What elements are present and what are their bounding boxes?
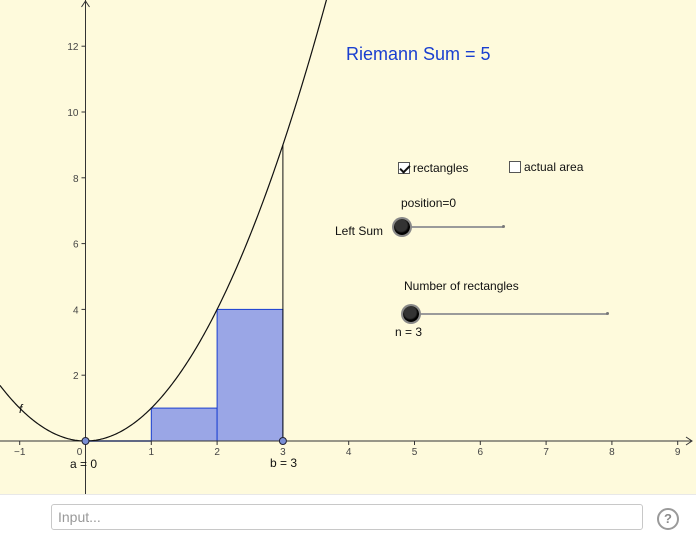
- slider-end-point: [606, 312, 609, 315]
- riemann-sum-title: Riemann Sum = 5: [346, 44, 491, 64]
- help-icon[interactable]: ?: [657, 508, 679, 530]
- x-tick-label: 6: [478, 447, 484, 458]
- riemann-rectangle-3: [216, 308, 284, 442]
- rectangles-checkbox[interactable]: rectangles: [398, 161, 468, 175]
- point-a[interactable]: [81, 437, 90, 445]
- input-bar: [0, 494, 696, 541]
- rectangles-checkbox-label: rectangles: [413, 161, 469, 175]
- actual-area-checkbox-label: actual area: [524, 160, 584, 174]
- y-tick-label: 12: [67, 42, 79, 53]
- x-tick-label: 9: [675, 447, 681, 458]
- actual-area-checkbox-box[interactable]: [509, 161, 521, 173]
- point-b[interactable]: [278, 437, 287, 445]
- x-tick-label: 3: [280, 447, 286, 458]
- x-tick-label: 8: [609, 447, 615, 458]
- point-a-label: a = 0: [70, 457, 98, 471]
- rectangles-slider-knob[interactable]: [403, 306, 419, 322]
- y-axis-arrow: [81, 0, 90, 8]
- point-b-label: b = 3: [270, 456, 298, 470]
- x-tick-label: 5: [412, 447, 418, 458]
- x-tick-label: 7: [543, 447, 549, 458]
- slider-end-point: [502, 225, 505, 228]
- x-tick-label: 4: [346, 447, 352, 458]
- riemann-rectangle-2: [150, 407, 218, 442]
- y-tick-label: 4: [73, 305, 79, 316]
- actual-area-checkbox[interactable]: actual area: [509, 160, 583, 174]
- left-sum-label: Left Sum: [335, 224, 384, 238]
- y-tick-label: 2: [73, 371, 79, 382]
- graphics-view[interactable]: −1 0 1 2 3 4 5 6 7 8 9 2 4 6 8 10 12 Riemann Sum = 5 rec…: [0, 0, 696, 494]
- rectangles-slider-value: n = 3: [395, 325, 423, 339]
- y-tick-label: 10: [67, 108, 79, 119]
- x-tick-label: 2: [214, 447, 220, 458]
- rectangles-slider-track[interactable]: [411, 312, 609, 315]
- y-tick-label: 8: [73, 174, 79, 185]
- input-field[interactable]: [51, 504, 643, 530]
- x-tick-label: −1: [14, 447, 26, 458]
- x-tick-label: 1: [149, 447, 155, 458]
- function-curve: [0, 0, 328, 442]
- position-slider-knob[interactable]: [394, 219, 410, 235]
- rectangles-checkbox-box[interactable]: [398, 162, 410, 174]
- position-slider-track[interactable]: [402, 225, 505, 228]
- function-label: f: [19, 402, 23, 416]
- rectangles-slider-label: Number of rectangles: [404, 279, 519, 293]
- position-slider-label: position=0: [401, 196, 457, 210]
- y-tick-label: 6: [73, 240, 79, 251]
- x-axis-arrow: [685, 436, 693, 446]
- x-tick-label: 0: [77, 447, 83, 458]
